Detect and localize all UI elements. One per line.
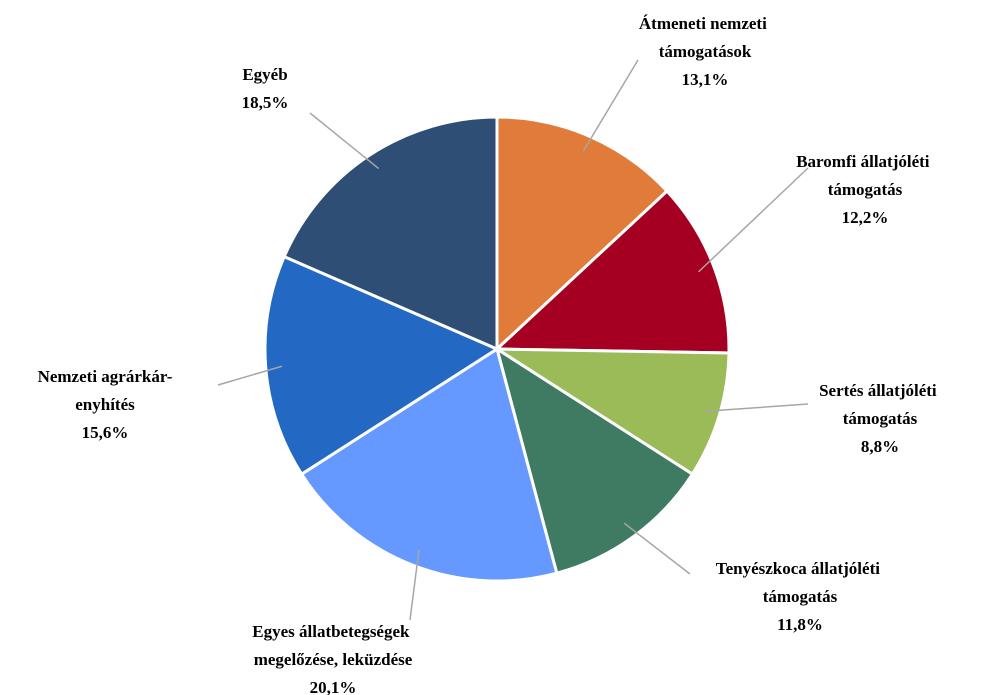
leader-line — [309, 112, 380, 170]
slice-value-label: 20,1% — [310, 678, 357, 695]
pie-slice — [263, 254, 501, 477]
slice-value-label: 15,6% — [82, 423, 129, 442]
slice-label: Átmeneti nemzeti támogatások — [639, 14, 771, 61]
slice-value-label: 13,1% — [682, 70, 729, 89]
leader-line — [697, 167, 809, 273]
slice-value-label: 11,8% — [777, 615, 823, 634]
pie-slice — [494, 345, 695, 576]
pie-slice — [495, 115, 670, 353]
slice-label: Egyes állatbetegségek megelőzése, leküzd… — [252, 622, 413, 669]
pie-slice — [493, 188, 731, 355]
slice-label: Baromfi állatjóléti támogatás — [796, 152, 934, 199]
slice-label: Nemzeti agrárkár-enyhítés — [38, 367, 173, 414]
leader-line — [623, 522, 691, 575]
leader-line — [582, 59, 639, 152]
slice-label: Sertés állatjóléti támogatás — [819, 381, 941, 428]
leader-line — [217, 365, 283, 386]
leader-line — [409, 550, 420, 621]
slice-value-label: 18,5% — [242, 93, 289, 112]
leader-line — [703, 403, 809, 413]
slice-label: Tenyészkoca állatjóléti támogatás — [716, 559, 884, 606]
pie-slice — [299, 346, 559, 583]
pie-slice — [491, 347, 731, 477]
slice-value-label: 8,8% — [861, 437, 899, 456]
slice-value-label: 12,2% — [842, 208, 889, 227]
pie-slice — [282, 115, 499, 352]
slice-label: Egyéb — [242, 65, 287, 84]
